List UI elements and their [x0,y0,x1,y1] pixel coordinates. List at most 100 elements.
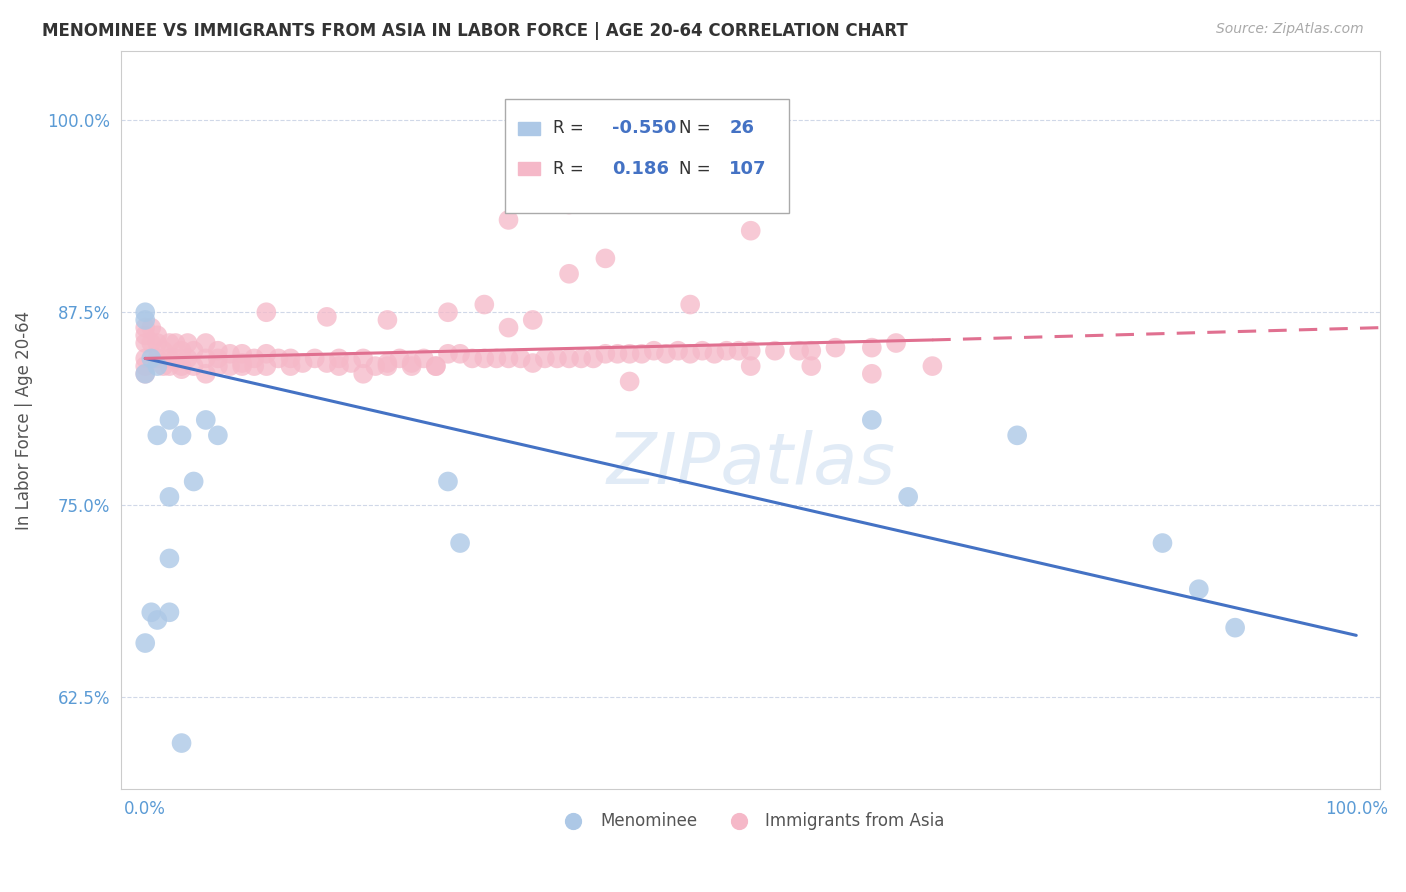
Point [740,359,762,373]
Point [740,343,762,358]
Point [176,351,198,366]
Point [352,351,374,366]
Point [606,347,628,361]
Point [449,347,471,361]
Point [159,359,181,373]
Point [425,359,447,373]
Point [679,347,702,361]
Text: 0.186: 0.186 [612,160,669,178]
Text: 26: 26 [730,120,754,137]
Point [159,551,181,566]
Point [558,197,581,211]
Text: ZIPatlas: ZIPatlas [606,430,896,499]
Point [231,347,253,361]
Point [498,351,520,366]
Point [141,605,163,619]
Point [884,336,907,351]
Point [522,356,544,370]
Text: N =: N = [679,160,716,178]
Point [740,224,762,238]
Point [146,428,169,442]
Point [170,343,193,358]
Text: R =: R = [553,120,589,137]
Point [472,351,495,366]
Point [152,343,174,358]
Point [183,359,205,373]
Point [194,336,217,351]
Point [485,351,508,366]
Point [267,351,290,366]
Text: N =: N = [679,120,716,137]
Point [1223,621,1246,635]
Point [141,336,163,351]
Point [666,343,689,358]
Point [291,356,314,370]
Point [170,736,193,750]
Point [165,336,187,351]
Point [377,359,399,373]
Point [159,490,181,504]
Point [328,351,350,366]
Point [219,347,242,361]
Point [619,347,641,361]
Point [207,428,229,442]
Point [243,359,266,373]
Point [897,490,920,504]
Point [472,297,495,311]
Text: Source: ZipAtlas.com: Source: ZipAtlas.com [1216,22,1364,37]
Point [437,305,460,319]
Bar [505,99,789,213]
Point [595,252,617,266]
Point [401,356,423,370]
Point [569,351,592,366]
Point [134,367,156,381]
Point [315,310,337,324]
Point [690,343,713,358]
Point [146,328,169,343]
Point [522,313,544,327]
Point [763,343,786,358]
Point [546,351,568,366]
Point [437,347,460,361]
Point [1152,536,1174,550]
Point [352,367,374,381]
Text: MENOMINEE VS IMMIGRANTS FROM ASIA IN LABOR FORCE | AGE 20-64 CORRELATION CHART: MENOMINEE VS IMMIGRANTS FROM ASIA IN LAB… [42,22,908,40]
Point [146,359,169,373]
Point [412,351,434,366]
Point [134,351,156,366]
Point [170,428,193,442]
Point [231,356,253,370]
Point [727,343,749,358]
Point [146,351,169,366]
Point [134,636,156,650]
Point [194,351,217,366]
Point [509,351,531,366]
Text: R =: R = [553,160,589,178]
Point [800,359,823,373]
Text: -0.550: -0.550 [612,120,676,137]
Point [134,367,156,381]
Point [315,356,337,370]
Point [134,328,156,343]
Point [437,475,460,489]
Point [595,347,617,361]
Point [207,351,229,366]
Point [134,359,156,373]
Point [860,367,883,381]
Point [141,320,163,334]
Point [377,356,399,370]
Point [152,359,174,373]
Point [170,359,193,373]
Point [787,343,810,358]
Point [498,320,520,334]
Point [159,351,181,366]
Point [170,362,193,376]
Point [134,313,156,327]
Point [254,305,277,319]
Point [165,351,187,366]
Point [921,359,943,373]
Point [1005,428,1028,442]
Point [643,343,665,358]
Point [534,351,557,366]
Point [1188,582,1211,597]
